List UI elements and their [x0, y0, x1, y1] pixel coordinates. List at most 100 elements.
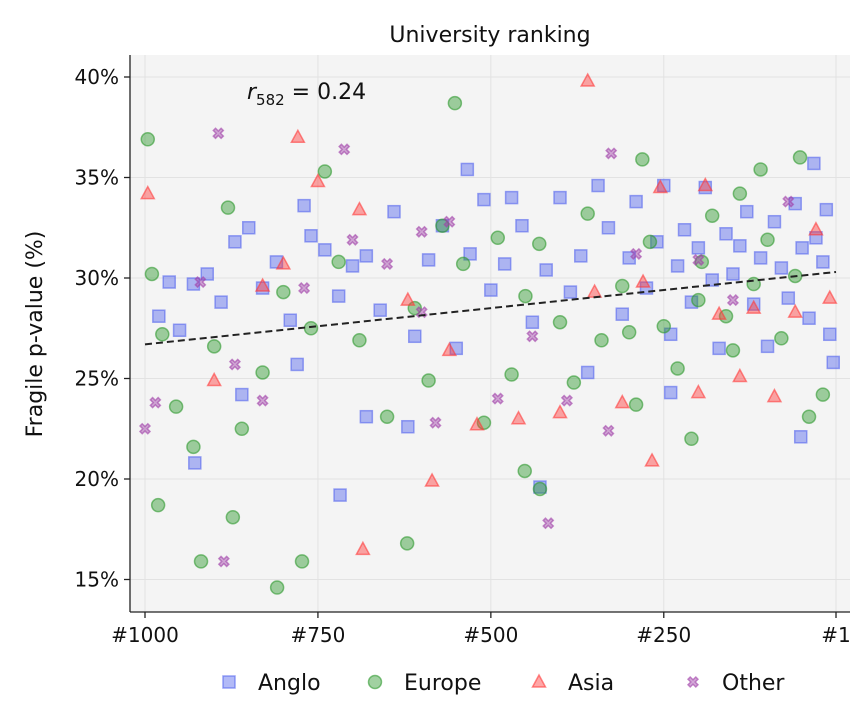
point-europe: [656, 318, 672, 334]
point-anglo: [733, 239, 747, 253]
x-tick-label: #500: [463, 623, 518, 647]
point-asia: [614, 394, 631, 409]
point-europe: [621, 325, 637, 340]
point-europe: [774, 331, 789, 346]
point-anglo: [515, 218, 529, 233]
point-other: [692, 253, 705, 266]
point-anglo: [373, 303, 387, 317]
point-europe: [206, 339, 222, 354]
point-anglo: [574, 249, 588, 263]
point-anglo: [823, 327, 837, 342]
point-other: [149, 396, 162, 409]
correlation-annotation: r582 = 0.24: [247, 80, 366, 109]
point-anglo: [629, 194, 643, 209]
point-europe: [532, 481, 548, 497]
point-other: [429, 416, 442, 429]
point-anglo: [242, 221, 256, 235]
point-europe: [517, 463, 532, 479]
point-europe: [294, 554, 310, 569]
point-europe: [225, 509, 241, 525]
point-europe: [552, 314, 568, 330]
point-europe: [234, 421, 250, 436]
ticks: 15% 20% 25% 30% 35% 40% #1000 #750 #500 #250 #1: [75, 65, 851, 647]
x-tick-label: #1: [821, 623, 850, 647]
point-asia: [711, 305, 727, 320]
point-europe: [255, 365, 270, 380]
point-europe: [566, 375, 582, 390]
point-anglo: [333, 488, 347, 502]
point-anglo: [460, 162, 475, 177]
point-europe: [732, 186, 748, 201]
point-asia: [400, 291, 416, 306]
point-asia: [690, 383, 707, 399]
point-asia: [510, 410, 527, 425]
point-europe: [150, 497, 166, 513]
annotation-value: = 0.24: [285, 80, 366, 105]
point-asia: [652, 178, 669, 194]
point-anglo: [539, 263, 553, 277]
point-asia: [732, 367, 748, 383]
point-other: [630, 247, 643, 260]
point-anglo: [235, 387, 249, 402]
point-other: [228, 358, 241, 371]
point-anglo: [601, 221, 616, 235]
plot-background: [130, 55, 850, 612]
grid: [130, 55, 850, 612]
point-anglo: [677, 223, 692, 237]
point-europe: [691, 292, 706, 308]
point-anglo: [691, 241, 706, 255]
point-europe: [140, 132, 156, 147]
point-anglo: [753, 251, 768, 265]
point-anglo: [477, 192, 491, 207]
point-anglo: [807, 156, 821, 171]
point-anglo: [331, 289, 346, 303]
x-tick-label: #1000: [111, 623, 179, 647]
point-anglo: [760, 339, 775, 354]
point-europe: [801, 409, 817, 424]
point-anglo: [283, 313, 298, 327]
point-europe: [760, 232, 775, 248]
y-tick-label: 25%: [75, 367, 119, 391]
point-europe: [193, 554, 209, 569]
point-europe: [594, 333, 609, 348]
point-other: [381, 257, 394, 270]
point-europe: [455, 256, 471, 272]
point-anglo: [304, 229, 318, 243]
point-europe: [144, 266, 160, 282]
point-anglo: [670, 259, 685, 273]
data-points: [138, 72, 840, 595]
point-europe: [186, 439, 201, 455]
point-asia: [355, 540, 371, 556]
point-anglo: [228, 235, 242, 249]
legend-label-europe: Europe: [404, 671, 481, 696]
point-europe: [421, 373, 436, 388]
point-europe: [276, 284, 291, 300]
point-europe: [331, 254, 346, 270]
point-europe: [815, 387, 831, 402]
point-asia: [351, 201, 368, 216]
x-tick-label: #250: [636, 623, 691, 647]
point-asia: [766, 388, 783, 403]
point-anglo: [767, 214, 782, 229]
point-other: [217, 555, 230, 568]
point-anglo: [188, 456, 202, 470]
point-anglo: [793, 430, 808, 444]
point-asia: [697, 176, 714, 192]
point-anglo: [816, 255, 830, 269]
point-asia: [822, 289, 838, 304]
legend-marker-other: [686, 675, 700, 689]
point-anglo: [719, 227, 733, 241]
point-anglo: [152, 309, 166, 323]
point-other: [602, 424, 615, 437]
point-other: [443, 215, 456, 228]
trendline: [144, 270, 837, 346]
point-europe: [379, 409, 395, 424]
point-asia: [441, 341, 458, 357]
point-europe: [303, 321, 319, 336]
point-other: [256, 394, 269, 407]
point-europe: [792, 150, 808, 165]
point-anglo: [580, 365, 595, 380]
point-anglo: [740, 204, 754, 219]
point-europe: [518, 288, 533, 304]
point-anglo: [359, 409, 374, 424]
